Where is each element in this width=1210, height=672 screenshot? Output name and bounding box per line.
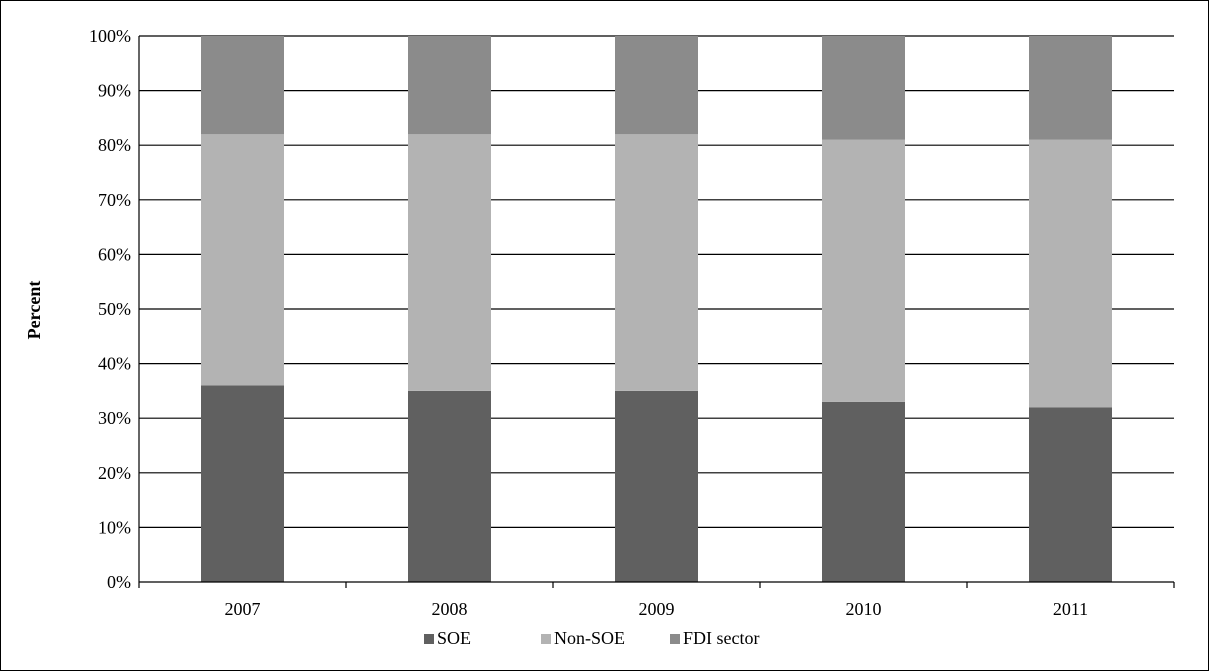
y-tick-label: 10% [98, 517, 131, 537]
legend-label: FDI sector [683, 628, 759, 648]
y-tick-label: 80% [98, 135, 131, 155]
legend: SOE Non-SOE FDI sector [424, 628, 759, 648]
x-tick-labels: 2007 2008 2009 2010 2011 [225, 599, 1089, 619]
bar-segment [1029, 407, 1112, 582]
bar-segment [408, 134, 491, 391]
bar-segment [1029, 139, 1112, 408]
y-tick-label: 40% [98, 354, 131, 374]
legend-label: SOE [437, 628, 471, 648]
y-tick-labels: 0% 10% 20% 30% 40% 50% 60% 70% 80% 90% 100% [89, 26, 131, 592]
bar-segment [201, 385, 284, 582]
y-tick-label: 30% [98, 408, 131, 428]
legend-swatch [670, 634, 680, 644]
bar-segment [822, 36, 905, 140]
x-tick-label: 2010 [846, 599, 882, 619]
bar-segment [408, 36, 491, 135]
y-tick-label: 60% [98, 244, 131, 264]
bar-segment [615, 134, 698, 391]
bar-segment [822, 401, 905, 582]
y-axis-title: Percent [24, 281, 44, 340]
bar-segment [615, 36, 698, 135]
x-tick-label: 2011 [1053, 599, 1088, 619]
bar-segment [408, 390, 491, 582]
bar-segment [1029, 36, 1112, 140]
legend-swatch [541, 634, 551, 644]
y-tick-label: 0% [107, 572, 131, 592]
legend-label: Non-SOE [554, 628, 625, 648]
bar-segment [201, 36, 284, 135]
x-tick-label: 2007 [225, 599, 261, 619]
bar-segment [201, 134, 284, 386]
y-tick-label: 90% [98, 81, 131, 101]
axes [138, 36, 1175, 588]
y-tick-label: 50% [98, 299, 131, 319]
bar-segment [822, 139, 905, 402]
legend-item: Non-SOE [541, 628, 625, 648]
x-tick-label: 2008 [432, 599, 468, 619]
legend-item: FDI sector [670, 628, 759, 648]
legend-item: SOE [424, 628, 471, 648]
y-tick-label: 20% [98, 463, 131, 483]
x-tick-label: 2009 [639, 599, 675, 619]
bar-segment [615, 390, 698, 582]
bars [201, 36, 1112, 582]
legend-swatch [424, 634, 434, 644]
y-tick-label: 70% [98, 190, 131, 210]
y-tick-label: 100% [89, 26, 131, 46]
